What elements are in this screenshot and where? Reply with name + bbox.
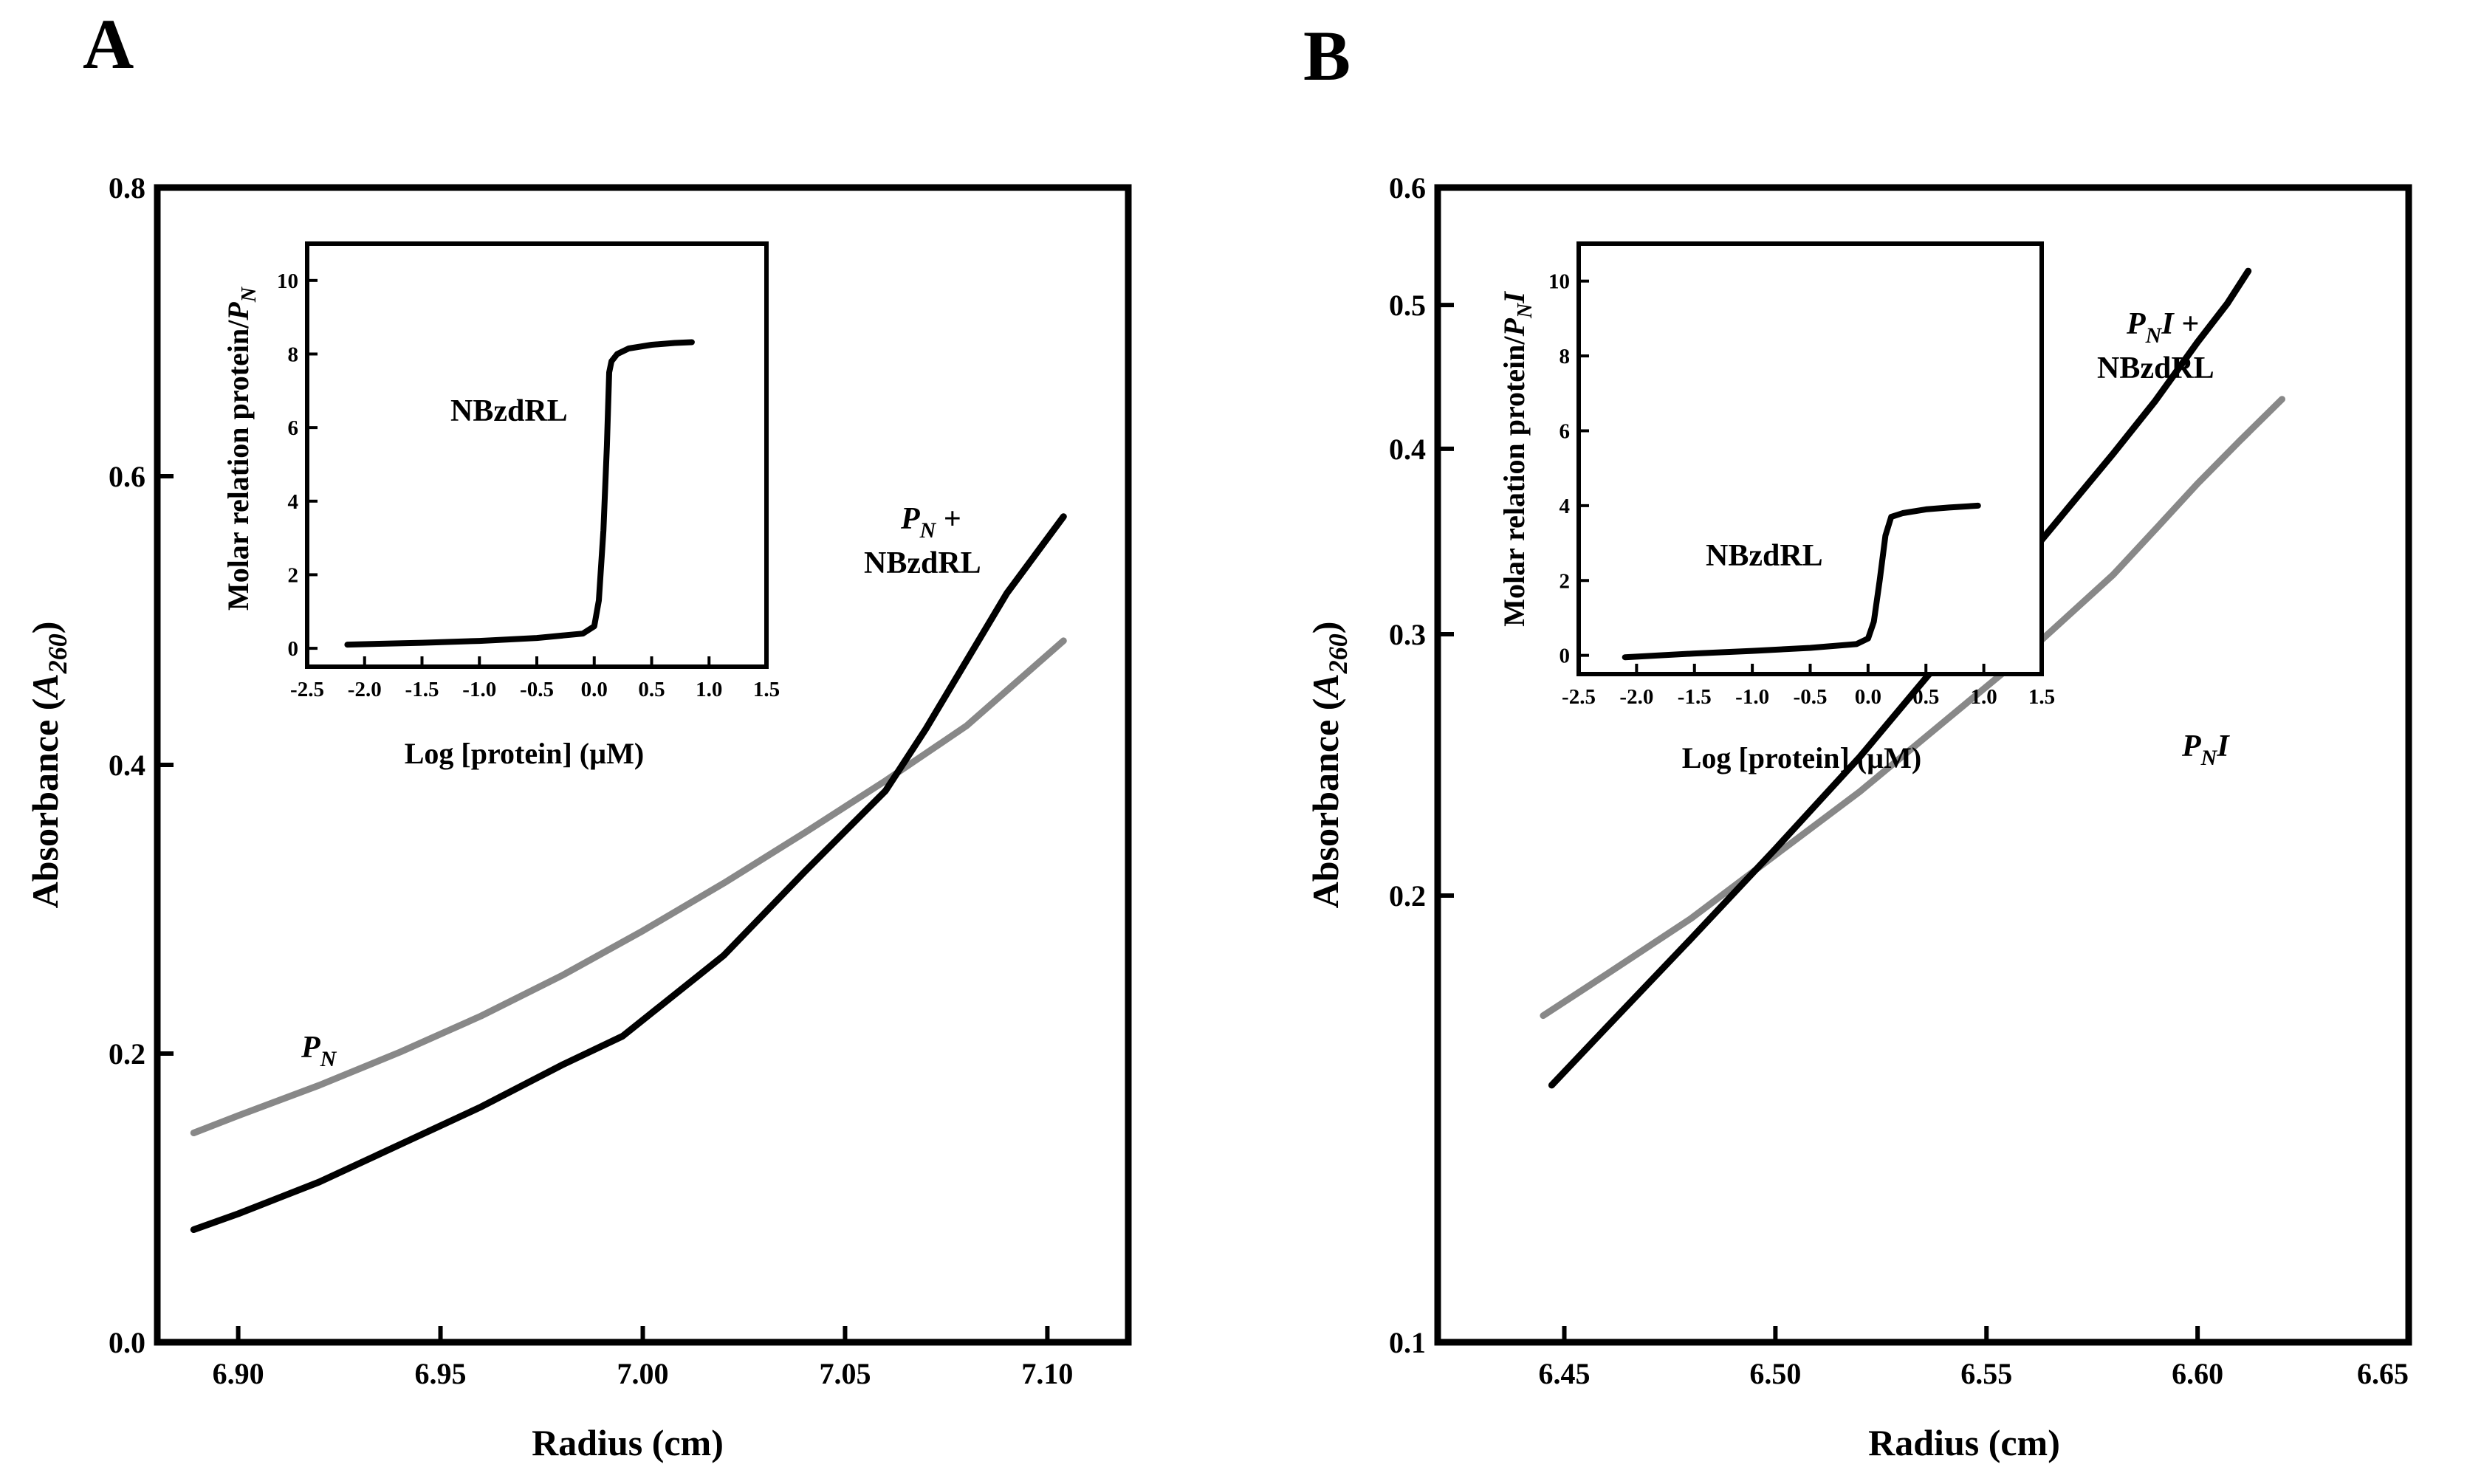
panel-a-y-tick-label: 0.8 — [109, 171, 145, 205]
panel-a-label-pn-nbzdrl-line2: NBzdRL — [864, 546, 981, 580]
panel-a-label-pn-nbzdrl: PN + — [900, 502, 961, 543]
panel-b-y-tick-label: 0.6 — [1389, 171, 1426, 205]
panel-b-inset-y-tick-label: 10 — [1548, 270, 1570, 294]
panel-b-label-pni-nbzdrl: PNI + — [2126, 307, 2199, 348]
panel-a-inset-x-tick-label: 0.0 — [581, 678, 608, 701]
panel-b-label-pni-nbzdrl-line2: NBzdRL — [2097, 351, 2214, 385]
panel-a-inset-series-nbzdrl — [344, 339, 695, 648]
panel-a-inset-x-tick-label: 1.0 — [696, 678, 722, 701]
panel-b-inset: -2.5 -2.0 -1.5 -1.0 -0.5 0.0 0.5 1.0 1.5… — [1497, 241, 2055, 774]
panel-b-y-ticks: 0.1 0.2 0.3 0.4 0.5 0.6 — [1389, 171, 1454, 1359]
panel-b-inset-x-tick-label: -1.0 — [1735, 685, 1769, 709]
panel-b-x-tick-label: 6.65 — [2357, 1357, 2409, 1390]
panel-b-inset-x-tick-label: -2.5 — [1562, 685, 1596, 709]
panel-b: B 6.45 6.50 6.55 6.60 6.65 0.1 0.2 0.3 0… — [1303, 16, 2412, 1463]
panel-a-label-pn: PN — [301, 1031, 337, 1071]
panel-a-inset-y-axis-label: Molar relation protein/PN — [222, 286, 261, 611]
panel-b-inset-y-ticks: 0 2 4 6 8 10 — [1548, 270, 1589, 668]
panel-b-label-pni: PNI — [2181, 729, 2230, 770]
panel-b-inset-x-tick-label: -0.5 — [1794, 685, 1828, 709]
panel-b-x-tick-label: 6.55 — [1960, 1357, 2012, 1390]
panel-a-x-tick-label: 7.00 — [617, 1357, 669, 1390]
panel-a-inset-x-tick-label: -0.5 — [520, 678, 554, 701]
panel-b-inset-x-tick-label: 0.0 — [1855, 685, 1881, 709]
panel-b-inset-x-tick-label: 1.0 — [1971, 685, 1997, 709]
panel-b-inset-y-axis-label: Molar relation protein/PNI — [1497, 291, 1537, 627]
panel-b-x-axis-label: Radius (cm) — [1868, 1422, 2060, 1463]
panel-b-inset-x-tick-label: 1.5 — [2028, 685, 2055, 709]
panel-a-inset: -2.5 -2.0 -1.5 -1.0 -0.5 0.0 0.5 1.0 1.5… — [222, 241, 780, 770]
panel-b-inset-label: NBzdRL — [1706, 539, 1823, 573]
panel-b-x-ticks: 6.45 6.50 6.55 6.60 6.65 — [1539, 1326, 2411, 1390]
panel-b-inset-y-tick-label: 2 — [1560, 569, 1571, 593]
panel-b-x-tick-label: 6.50 — [1749, 1357, 1801, 1390]
panel-a-x-ticks: 6.90 6.95 7.00 7.05 7.10 — [213, 1326, 1073, 1390]
panel-a-inset-x-tick-label: 0.5 — [638, 678, 665, 701]
panel-a-x-axis-label: Radius (cm) — [532, 1422, 724, 1463]
panel-b-y-tick-label: 0.5 — [1389, 289, 1426, 322]
panel-a-y-tick-label: 0.6 — [109, 460, 145, 493]
panel-b-inset-y-tick-label: 0 — [1560, 645, 1571, 668]
panel-a-inset-x-ticks: -2.5 -2.0 -1.5 -1.0 -0.5 0.0 0.5 1.0 1.5 — [290, 656, 780, 701]
panel-a-x-tick-label: 6.95 — [415, 1357, 467, 1390]
panel-letter-a: A — [83, 4, 134, 83]
panel-letter-b: B — [1303, 16, 1351, 95]
panel-a-inset-y-tick-label: 0 — [288, 637, 299, 661]
panel-b-inset-x-tick-label: -1.5 — [1678, 685, 1712, 709]
panel-b-x-tick-label: 6.60 — [2172, 1357, 2223, 1390]
panel-a-inset-x-tick-label: -2.5 — [290, 678, 324, 701]
panel-b-y-axis-label: Absorbance (A260) — [1305, 622, 1353, 909]
panel-b-inset-x-tick-label: 0.5 — [1912, 685, 1939, 709]
panel-b-inset-x-axis-label: Log [protein] (µM) — [1682, 741, 1921, 774]
panel-a: A 6.90 6.95 7.00 7.05 7.10 0.0 0.2 0.4 0… — [24, 4, 1132, 1463]
panel-a-inset-frame — [305, 241, 769, 669]
panel-a-inset-y-tick-label: 2 — [288, 563, 299, 587]
panel-a-inset-x-tick-label: 1.5 — [753, 678, 780, 701]
panel-a-inset-x-axis-label: Log [protein] (µM) — [405, 737, 644, 770]
panel-b-inset-frame — [1576, 241, 2044, 676]
panel-a-y-tick-label: 0.0 — [109, 1326, 145, 1359]
panel-a-inset-y-tick-label: 10 — [277, 269, 298, 293]
panel-b-plot-frame — [1434, 184, 2412, 1346]
panel-a-y-axis-label: Absorbance (A260) — [24, 622, 72, 909]
panel-a-inset-y-tick-label: 8 — [288, 343, 299, 366]
panel-a-x-tick-label: 7.05 — [819, 1357, 871, 1390]
panel-a-y-tick-label: 0.2 — [109, 1037, 145, 1071]
panel-b-inset-x-tick-label: -2.0 — [1619, 685, 1653, 709]
panel-a-inset-label: NBzdRL — [450, 394, 568, 428]
panel-a-inset-y-tick-label: 6 — [288, 416, 299, 440]
panel-b-y-tick-label: 0.1 — [1389, 1326, 1426, 1359]
panel-b-inset-y-tick-label: 8 — [1560, 345, 1571, 368]
panel-b-inset-y-tick-label: 4 — [1560, 495, 1571, 518]
panel-b-inset-x-ticks: -2.5 -2.0 -1.5 -1.0 -0.5 0.0 0.5 1.0 1.5 — [1562, 664, 2055, 709]
panel-b-inset-y-tick-label: 6 — [1560, 419, 1571, 443]
panel-b-series-pni — [1540, 396, 2285, 1020]
panel-b-inset-series-nbzdrl — [1622, 502, 1981, 661]
panel-a-x-tick-label: 6.90 — [213, 1357, 264, 1390]
panel-a-inset-x-tick-label: -1.5 — [405, 678, 439, 701]
panel-b-x-tick-label: 6.45 — [1539, 1357, 1591, 1390]
panel-a-series-pn-nbzdrl — [190, 513, 1067, 1233]
panel-a-inset-y-tick-label: 4 — [288, 490, 299, 514]
panel-b-y-tick-label: 0.4 — [1389, 433, 1426, 466]
panel-a-inset-y-ticks: 0 2 4 6 8 10 — [277, 269, 318, 661]
panel-a-y-tick-label: 0.4 — [109, 749, 145, 782]
panel-b-y-tick-label: 0.3 — [1389, 618, 1426, 651]
panel-a-y-ticks: 0.0 0.2 0.4 0.6 0.8 — [109, 171, 174, 1359]
panel-a-inset-x-tick-label: -1.0 — [462, 678, 496, 701]
panel-a-inset-x-tick-label: -2.0 — [348, 678, 382, 701]
panel-a-x-tick-label: 7.10 — [1021, 1357, 1073, 1390]
panel-b-y-tick-label: 0.2 — [1389, 879, 1426, 913]
